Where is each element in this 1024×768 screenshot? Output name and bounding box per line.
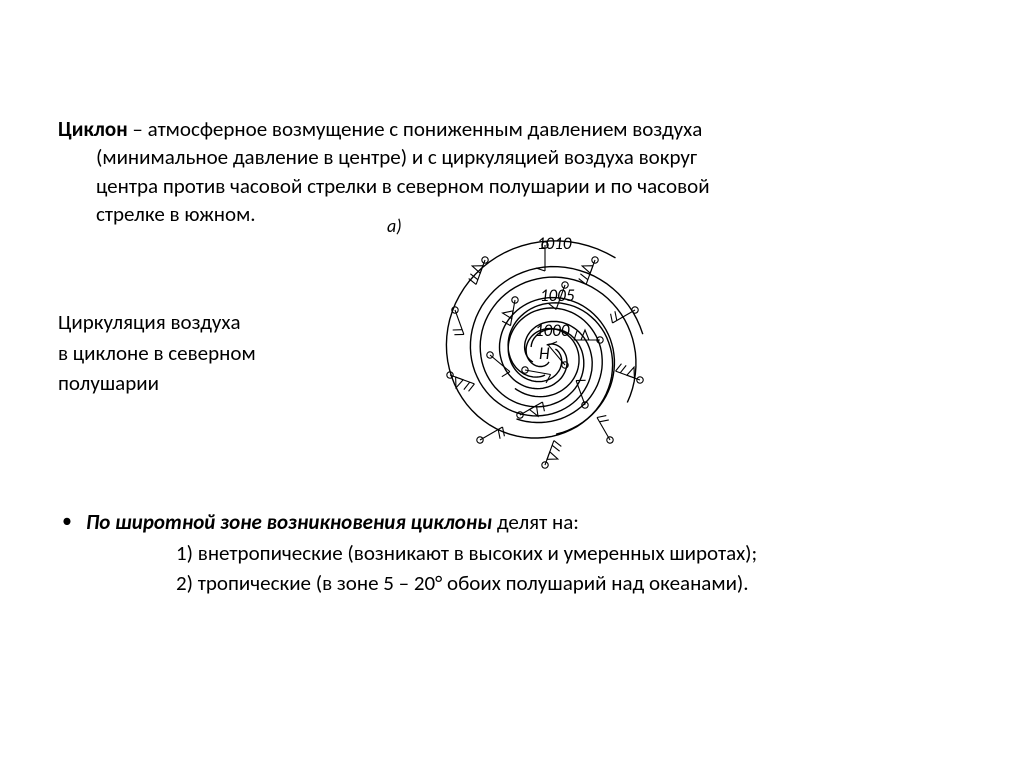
subitem-1: 1) внетропические (возникают в высоких и… (58, 538, 964, 568)
subitem-2: 2) тропические (в зоне 5 – 20° обоих пол… (58, 568, 964, 598)
term-cyclone: Циклон (58, 116, 128, 142)
definition-paragraph: Циклон – атмосферное возмущение с пониже… (58, 115, 964, 228)
center-low-mark: Н (539, 343, 550, 364)
slide-page: Циклон – атмосферное возмущение с пониже… (0, 0, 1024, 768)
dash: – (128, 116, 148, 142)
wind-station-icon (577, 254, 599, 286)
wind-station-icon (444, 371, 476, 393)
wind-station-icon (594, 413, 619, 444)
bullet-lead: По широтной зоне возникновения циклоны (86, 509, 492, 535)
def-line3: центра против часовой стрелки в северном… (58, 172, 964, 200)
wind-station-icon (614, 362, 646, 384)
bullet-row: • По широтной зоне возникновения циклоны… (58, 507, 964, 537)
bullet-tail: делят на: (492, 509, 579, 535)
def-line2: (минимальное давление в центре) и с цирк… (58, 143, 964, 171)
isobar-label: 1010 (537, 233, 571, 254)
wind-station-icon (541, 439, 563, 471)
isobar-label: 1005 (540, 285, 574, 306)
classification-section: • По широтной зоне возникновения циклоны… (58, 507, 964, 598)
wind-station-icon (476, 424, 507, 449)
def-line1: атмосферное возмущение с пониженным давл… (148, 116, 703, 142)
bullet-text: По широтной зоне возникновения циклоны д… (86, 507, 964, 537)
wind-station-icon (516, 399, 548, 425)
bullet-dot-icon: • (58, 507, 86, 535)
figure-label: а) (387, 215, 402, 237)
isobar-label: 1000 (535, 320, 569, 341)
cyclone-diagram: а) Н 101010051000 (395, 215, 695, 485)
